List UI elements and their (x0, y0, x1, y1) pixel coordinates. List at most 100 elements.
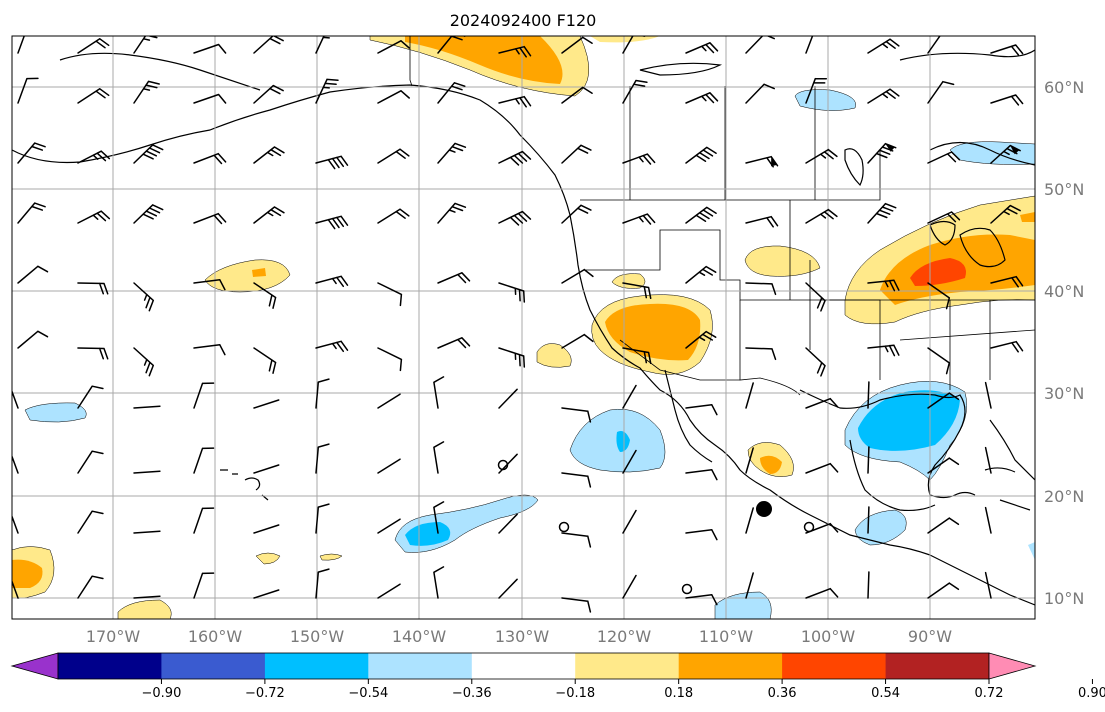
wind-barb (498, 347, 526, 368)
lon-label: 150°W (290, 627, 345, 646)
open-circle-marker (497, 459, 509, 471)
wind-barb (253, 146, 285, 164)
wind-barb (805, 587, 839, 599)
wind-barb (984, 381, 992, 409)
wind-barb (805, 347, 826, 377)
political-borders (409, 36, 1035, 396)
wind-barb (77, 150, 111, 164)
wind-barb (867, 202, 897, 224)
colorbar-segment (368, 653, 473, 679)
wind-barb (927, 151, 961, 164)
wind-barb (685, 330, 717, 349)
wind-barb (253, 524, 280, 534)
wind-barb (315, 503, 330, 534)
wind-barb (561, 532, 592, 548)
lon-label: 140°W (392, 627, 447, 646)
wind-barb (193, 572, 215, 599)
wind-barb (193, 152, 227, 165)
wind-barb (622, 384, 637, 409)
wind-barb (927, 517, 960, 534)
wind-barb (805, 282, 826, 312)
storm-center-dot (756, 501, 772, 517)
map-area (12, 36, 1035, 619)
wind-barb (315, 378, 330, 409)
wind-barb (561, 204, 592, 224)
wind-barb (927, 582, 960, 599)
wind-barb (433, 501, 445, 534)
wind-barb (437, 82, 466, 104)
wind-barb (193, 93, 227, 104)
wind-barb (437, 272, 471, 284)
wind-barb (498, 150, 532, 166)
colorbar-segment (575, 653, 680, 679)
wind-barb (685, 404, 718, 416)
wind-barb (685, 594, 718, 606)
wind-barb (498, 282, 526, 303)
colorbar-segment (58, 653, 162, 679)
wind-barb (12, 514, 19, 534)
wind-barb (622, 36, 646, 54)
wind-barb (927, 347, 951, 375)
colorbar-extend-min (10, 652, 59, 680)
wind-barb (805, 397, 839, 409)
wind-barb (867, 38, 900, 54)
lon-label: 100°W (801, 627, 856, 646)
colorbar-tick-label: −0.72 (245, 686, 285, 701)
wind-barb (867, 381, 870, 409)
wind-barb (433, 376, 445, 409)
wind-barb (561, 407, 592, 423)
colorbar-tick-label: 0.54 (871, 686, 900, 701)
wind-barb (377, 282, 403, 307)
wind-barb (377, 583, 401, 599)
wind-barb (990, 144, 1021, 164)
wind-barb (377, 458, 401, 474)
wind-barb (77, 38, 110, 54)
wind-barb (437, 202, 467, 224)
wind-barb (990, 204, 1021, 224)
colorbar-tick-label: −0.54 (348, 686, 388, 701)
wind-barb (133, 36, 158, 54)
wind-barb (437, 142, 467, 164)
wind-barb (745, 572, 754, 599)
wind-barb-pennant (885, 143, 895, 152)
wind-barb (745, 447, 754, 474)
anomaly-shading (12, 36, 1035, 619)
wind-barb (315, 275, 349, 288)
wind-barb (685, 529, 718, 541)
wind-barb (990, 94, 1024, 106)
wind-barb (133, 347, 155, 377)
lat-label: 30°N (1044, 384, 1084, 403)
colorbar-tick-label: 0.72 (975, 686, 1004, 701)
wind-barb (253, 282, 277, 309)
wind-barb (377, 393, 401, 409)
wind-barb (622, 213, 656, 225)
wind-barb (927, 211, 961, 224)
wind-barb (561, 472, 592, 488)
wind-barb (498, 578, 518, 599)
wind-barb (193, 212, 227, 225)
wind-barb (867, 88, 900, 104)
open-circle-marker (558, 521, 570, 533)
wind-barb (77, 575, 104, 599)
wind-barb (685, 206, 717, 224)
wind-barb (685, 469, 718, 481)
wind-barb (685, 146, 717, 164)
wind-barb (867, 344, 900, 357)
wind-barb (745, 215, 779, 228)
wind-barb-pennant (771, 156, 777, 167)
wind-barb (377, 518, 401, 534)
wind-barb (315, 215, 349, 230)
wind-barb (77, 282, 109, 295)
wind-barb (377, 90, 410, 104)
wind-barb (193, 344, 226, 356)
wind-barb (984, 506, 992, 534)
wind-barb (984, 571, 992, 599)
wind-barb (315, 155, 349, 170)
wind-barb (433, 441, 445, 474)
wind-barb (561, 144, 592, 164)
open-circle-marker (681, 583, 693, 595)
colorbar-segment (678, 653, 783, 679)
wind-barb (17, 142, 46, 164)
wind-barb (745, 347, 777, 361)
